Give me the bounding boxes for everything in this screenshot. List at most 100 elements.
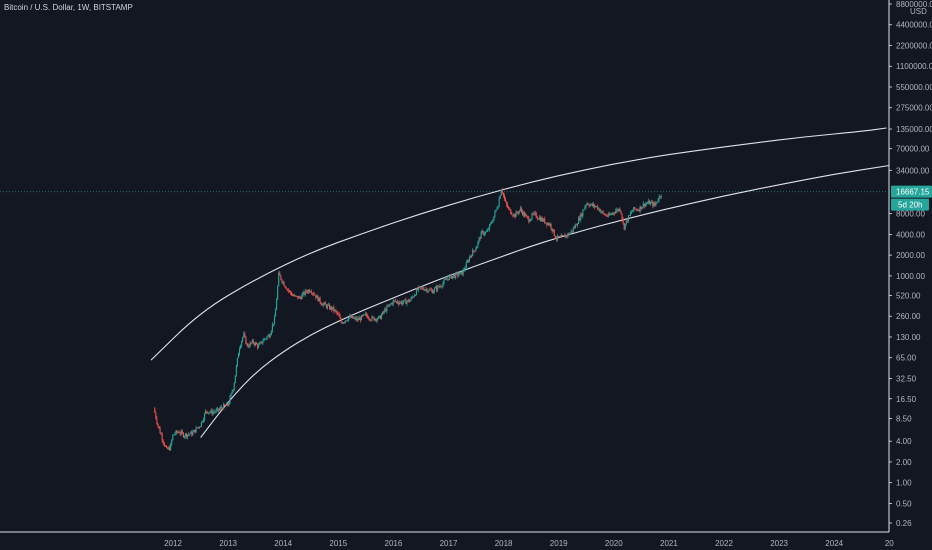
candle (277, 285, 279, 301)
candle (605, 214, 607, 217)
candle (246, 342, 248, 347)
candle (417, 287, 419, 291)
candle (366, 312, 368, 318)
y-tick-label: 1000.00 (896, 272, 925, 281)
candle (490, 221, 492, 226)
candle (460, 270, 462, 275)
candle (652, 200, 654, 209)
candle (237, 352, 240, 358)
candle (412, 296, 414, 298)
candle (579, 215, 581, 221)
candle (437, 284, 439, 293)
x-tick-label: 2023 (770, 539, 788, 548)
candle (290, 291, 293, 297)
candle (654, 200, 656, 207)
candle (626, 218, 628, 223)
candle (273, 314, 276, 326)
axes-layer (0, 0, 890, 533)
symbol-title[interactable]: Bitcoin / U.S. Dollar, 1W, BITSTAMP (4, 3, 133, 12)
candle (637, 208, 639, 211)
candle (542, 216, 544, 223)
candle (638, 208, 640, 212)
upper-channel-curve[interactable] (150, 127, 887, 361)
candle (341, 321, 343, 325)
candle (357, 316, 359, 322)
candle (158, 425, 160, 430)
candle (574, 223, 576, 229)
candle (183, 435, 185, 439)
candle (431, 288, 433, 294)
candle (192, 429, 194, 436)
candle (403, 299, 405, 305)
candle (305, 289, 307, 294)
candle (537, 217, 539, 220)
candle (608, 212, 610, 216)
candle (186, 432, 188, 439)
candle (451, 276, 454, 280)
candle (261, 341, 263, 345)
candle (570, 228, 572, 235)
candle (350, 314, 352, 319)
candle (462, 267, 464, 277)
candle (455, 272, 457, 280)
candle (459, 272, 461, 275)
candle (617, 208, 619, 213)
candle (232, 389, 234, 393)
candle (224, 403, 226, 406)
candle (435, 285, 437, 289)
candle (377, 315, 379, 320)
candle (622, 216, 624, 225)
candle (586, 201, 588, 206)
candle (502, 192, 504, 198)
y-tick-label: 1.00 (896, 479, 912, 488)
candle (528, 215, 530, 224)
candle (656, 202, 658, 204)
y-tick-label: 32.50 (896, 374, 917, 383)
candle (473, 249, 475, 253)
candle (461, 271, 463, 276)
candle (406, 300, 408, 307)
candle (429, 287, 431, 291)
candle (311, 289, 313, 295)
candle (282, 280, 284, 285)
candle (229, 394, 231, 405)
candle (332, 306, 334, 311)
lower-channel-curve[interactable] (200, 164, 890, 438)
candle (543, 218, 545, 222)
currency-label: USD (910, 7, 927, 16)
candle (338, 312, 340, 317)
x-tick-label: 2014 (274, 539, 292, 548)
candle (581, 212, 583, 217)
candle (631, 209, 633, 214)
candle (564, 232, 566, 238)
candle (469, 255, 472, 259)
candle (408, 298, 410, 304)
x-tick-label: 2024 (825, 539, 843, 548)
candle (299, 295, 301, 300)
candle (410, 296, 412, 301)
candle (255, 341, 258, 345)
candle (328, 302, 330, 306)
candle (397, 300, 400, 307)
candle (587, 202, 589, 206)
candle (354, 315, 356, 321)
candle (175, 429, 177, 435)
candle (475, 246, 477, 252)
candle (477, 240, 479, 249)
candle (281, 278, 283, 284)
candle (208, 412, 210, 415)
candle (276, 297, 278, 311)
candle (650, 200, 652, 206)
channel-curves[interactable] (150, 127, 890, 438)
candle (534, 210, 536, 216)
candle (390, 302, 392, 305)
x-tick-label: 20 (885, 539, 894, 548)
candle (389, 303, 391, 307)
candle (639, 205, 641, 214)
candle (167, 446, 170, 450)
candle (471, 254, 473, 259)
candle (554, 235, 556, 240)
candle (344, 320, 347, 324)
candle (625, 220, 627, 226)
